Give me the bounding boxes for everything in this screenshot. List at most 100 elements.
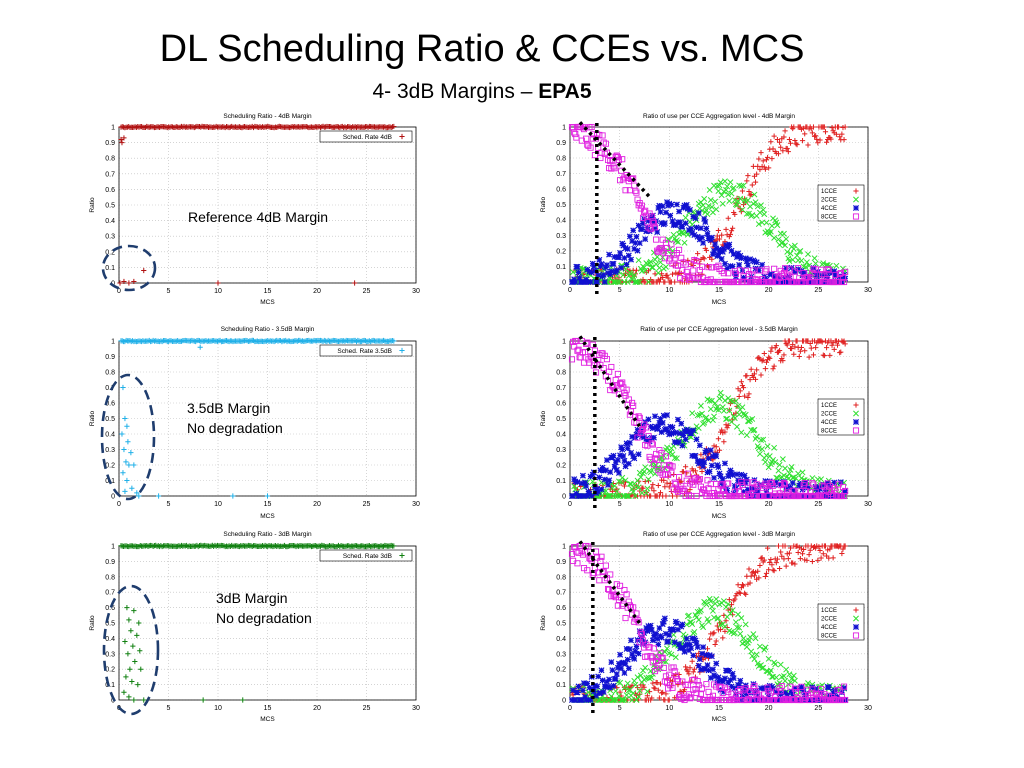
data-point <box>821 352 827 359</box>
data-point <box>713 237 719 243</box>
data-point <box>798 344 805 351</box>
data-point <box>704 469 711 476</box>
data-point <box>765 655 772 662</box>
data-point <box>625 665 632 672</box>
data-point <box>671 479 678 486</box>
data-point <box>599 568 606 576</box>
data-point <box>644 653 651 660</box>
data-point <box>571 276 578 283</box>
data-point <box>728 469 735 477</box>
data-point <box>587 144 594 151</box>
data-point <box>655 423 662 430</box>
data-point <box>725 191 732 198</box>
data-point <box>749 271 756 278</box>
data-point <box>776 275 783 282</box>
data-point <box>662 484 668 490</box>
data-point <box>735 483 742 490</box>
data-point <box>637 672 644 679</box>
data-point <box>631 655 638 662</box>
data-point <box>657 490 664 496</box>
data-point <box>791 685 798 692</box>
data-point <box>649 485 655 491</box>
data-point <box>660 689 666 696</box>
data-point <box>802 131 808 137</box>
data-point <box>760 436 767 443</box>
data-point <box>620 453 627 460</box>
x-tick-label: 5 <box>618 501 622 508</box>
data-point <box>750 479 757 486</box>
data-point <box>831 479 838 486</box>
data-point <box>123 674 129 680</box>
data-point <box>570 492 577 500</box>
data-point <box>613 670 620 677</box>
data-point <box>793 141 799 147</box>
data-point <box>622 245 629 252</box>
data-point <box>665 202 672 209</box>
data-point <box>661 220 668 227</box>
data-point <box>758 437 764 443</box>
data-point <box>782 543 788 549</box>
data-point <box>741 472 748 479</box>
legend-marker <box>852 213 860 220</box>
data-point <box>611 463 618 470</box>
data-point <box>587 353 594 360</box>
data-point <box>686 206 694 213</box>
data-point <box>751 191 758 198</box>
data-point <box>609 697 616 703</box>
legend-label: Sched. Rate 3.5dB <box>337 348 392 355</box>
data-point <box>745 487 753 494</box>
chart-title: Ratio of use per CCE Aggregation level -… <box>640 326 798 333</box>
data-point <box>783 563 789 569</box>
data-point <box>802 348 808 354</box>
data-point <box>811 272 818 279</box>
data-point <box>751 426 758 433</box>
y-tick-label: 0.3 <box>105 234 115 241</box>
x-tick-label: 25 <box>363 288 371 295</box>
chart-title: Scheduling Ratio - 3dB Margin <box>223 531 312 538</box>
data-point <box>648 264 655 271</box>
data-point <box>712 198 719 205</box>
data-point <box>582 479 589 486</box>
data-point <box>666 697 672 703</box>
data-point <box>776 139 783 145</box>
data-point <box>614 664 621 671</box>
legend-label: 4CCE <box>821 420 837 426</box>
legend-marker <box>853 607 859 613</box>
data-point <box>773 560 779 566</box>
data-point <box>701 256 707 262</box>
data-point <box>752 376 759 382</box>
data-point <box>722 628 728 634</box>
data-point <box>281 542 288 549</box>
data-point <box>723 416 730 422</box>
data-point <box>824 274 831 281</box>
data-point <box>632 493 639 499</box>
data-point <box>705 667 712 674</box>
data-point <box>250 337 257 344</box>
data-point <box>641 215 648 222</box>
data-point <box>715 674 722 681</box>
data-point <box>250 124 257 131</box>
data-point <box>738 379 744 385</box>
data-point <box>668 651 675 658</box>
data-point <box>655 204 662 211</box>
data-point <box>648 493 654 499</box>
data-point <box>240 697 246 703</box>
x-tick-label: 5 <box>167 501 171 508</box>
data-point <box>644 688 651 695</box>
data-point <box>634 247 641 254</box>
data-point <box>759 665 766 672</box>
data-point <box>810 481 817 488</box>
y-tick-label: 0.5 <box>556 416 566 423</box>
data-point <box>746 188 752 195</box>
data-point <box>578 137 585 144</box>
data-point <box>832 487 839 494</box>
x-tick-label: 30 <box>412 705 420 712</box>
data-point <box>684 231 691 238</box>
y-tick-label: 0.5 <box>105 203 115 210</box>
data-point <box>649 212 656 219</box>
data-point <box>768 556 774 563</box>
data-point <box>801 480 808 487</box>
data-point <box>701 486 708 493</box>
data-point <box>823 696 830 704</box>
data-point <box>825 269 832 276</box>
